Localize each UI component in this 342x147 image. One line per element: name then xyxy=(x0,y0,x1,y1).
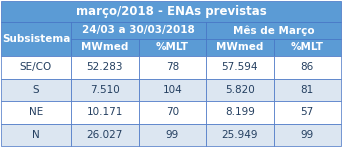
Bar xyxy=(1,101,71,123)
Text: 10.171: 10.171 xyxy=(87,107,123,117)
Text: 5.820: 5.820 xyxy=(225,85,255,95)
Bar xyxy=(1,78,71,101)
Text: S: S xyxy=(33,85,39,95)
Text: 86: 86 xyxy=(301,62,314,72)
Text: Mês de Março: Mês de Março xyxy=(233,25,314,36)
Text: %MLT: %MLT xyxy=(291,42,324,52)
Text: 57.594: 57.594 xyxy=(222,62,258,72)
Text: 57: 57 xyxy=(301,107,314,117)
Bar xyxy=(1,22,71,56)
Bar xyxy=(206,123,274,146)
Bar xyxy=(71,78,139,101)
Text: 7.510: 7.510 xyxy=(90,85,120,95)
Text: 24/03 a 30/03/2018: 24/03 a 30/03/2018 xyxy=(82,25,195,35)
Bar xyxy=(1,123,71,146)
Bar xyxy=(71,56,139,78)
Text: %MLT: %MLT xyxy=(156,42,189,52)
Text: 52.283: 52.283 xyxy=(87,62,123,72)
Bar xyxy=(1,1,341,22)
Text: Subsistema: Subsistema xyxy=(2,34,70,44)
Bar xyxy=(274,101,341,123)
Bar xyxy=(274,78,341,101)
Bar xyxy=(71,22,206,39)
Text: 81: 81 xyxy=(301,85,314,95)
Text: 78: 78 xyxy=(166,62,179,72)
Bar xyxy=(274,123,341,146)
Text: NE: NE xyxy=(29,107,43,117)
Bar xyxy=(206,101,274,123)
Bar xyxy=(274,56,341,78)
Bar xyxy=(139,101,206,123)
Text: 99: 99 xyxy=(166,130,179,140)
Bar xyxy=(139,39,206,56)
Text: 99: 99 xyxy=(301,130,314,140)
Bar xyxy=(139,123,206,146)
Text: 70: 70 xyxy=(166,107,179,117)
Text: 25.949: 25.949 xyxy=(222,130,258,140)
Text: 26.027: 26.027 xyxy=(87,130,123,140)
Bar xyxy=(71,123,139,146)
Bar xyxy=(206,39,274,56)
Bar xyxy=(71,101,139,123)
Text: 104: 104 xyxy=(162,85,182,95)
Bar xyxy=(206,78,274,101)
Bar xyxy=(206,56,274,78)
Bar xyxy=(139,56,206,78)
Text: SE/CO: SE/CO xyxy=(20,62,52,72)
Text: março/2018 - ENAs previstas: março/2018 - ENAs previstas xyxy=(76,5,266,18)
Bar xyxy=(1,56,71,78)
Text: MWmed: MWmed xyxy=(81,42,129,52)
Text: N: N xyxy=(32,130,40,140)
Bar xyxy=(139,78,206,101)
Bar xyxy=(274,39,341,56)
Text: MWmed: MWmed xyxy=(216,42,263,52)
Text: 8.199: 8.199 xyxy=(225,107,255,117)
Bar xyxy=(71,39,139,56)
Bar xyxy=(206,22,341,39)
